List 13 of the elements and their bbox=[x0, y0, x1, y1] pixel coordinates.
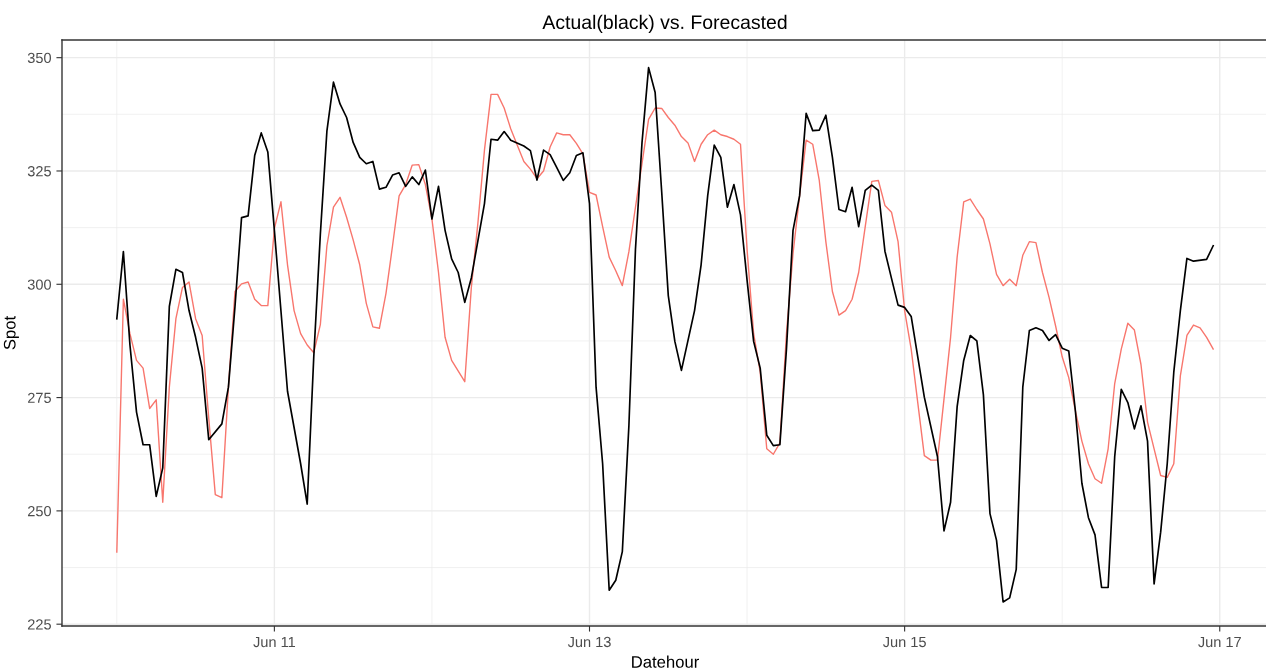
y-tick-label: 225 bbox=[27, 619, 51, 630]
y-tick-label: 275 bbox=[27, 392, 51, 404]
x-tick-label: Jun 13 bbox=[567, 636, 611, 648]
y-axis-title: Spot bbox=[3, 315, 19, 350]
y-tick-label: 250 bbox=[27, 505, 52, 517]
x-tick-label: Jun 17 bbox=[1198, 636, 1241, 648]
y-tick-label: 350 bbox=[27, 52, 52, 64]
y-tick-label: 325 bbox=[27, 166, 51, 177]
x-tick-label: Jun 15 bbox=[882, 636, 926, 648]
x-tick-label: Jun 11 bbox=[253, 636, 296, 648]
y-tick-label: 300 bbox=[27, 279, 52, 290]
chart-title: Actual(black) vs. Forecasted bbox=[542, 14, 787, 33]
x-axis-title: Datehour bbox=[632, 655, 700, 668]
